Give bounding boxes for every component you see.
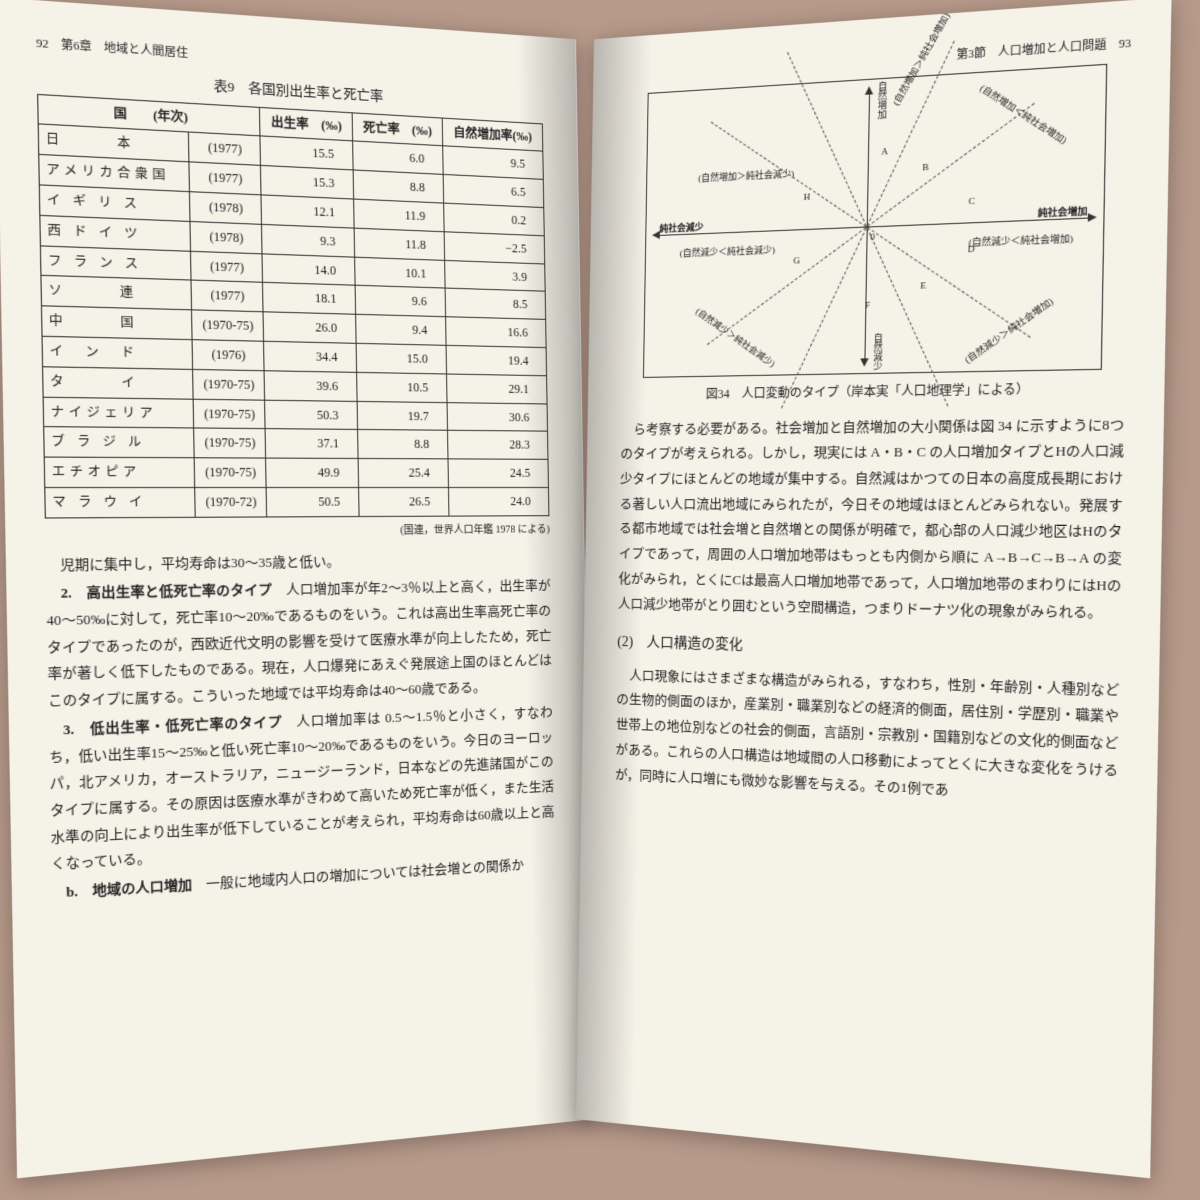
table-cell: −2.5 (444, 232, 545, 264)
population-type-diagram: 自然増加 自然減少 純社会減少 純社会増加 0 A B C D E F G H … (642, 64, 1106, 378)
figure-caption: 図34 人口変動のタイプ（岸本実「人口地理学」による） (621, 376, 1125, 407)
table-cell: 50.3 (265, 400, 358, 430)
table-cell: 10.1 (355, 257, 445, 289)
table-cell: マ ラ ウ イ (45, 487, 196, 517)
quad-label-mr: (自然減少＜純社会増加) (969, 230, 1074, 252)
quad-label-bl: (自然減少＞純社会減少) (691, 303, 778, 372)
quad-label-tr1: (自然増加＜純社会増加) (975, 80, 1071, 150)
axis-label-left: 純社会減少 (659, 219, 703, 238)
table-cell: (1970-75) (194, 428, 266, 458)
table-cell: (1978) (190, 221, 262, 253)
table-cell: 9.3 (262, 224, 355, 257)
table-cell: (1977) (191, 251, 263, 283)
quad-label-br: (自然減少＞純社会増加) (961, 293, 1058, 369)
table-cell: 30.6 (447, 402, 547, 431)
paragraph: 人口現象にはさまざまな構造がみられる，すなわち，性別・年齢別・人種別などの生物的… (615, 663, 1120, 811)
table-source-note: (国連，世界人口年鑑 1978 による) (45, 520, 550, 543)
subheading-b: b. 地域の人口増加 (66, 876, 192, 900)
table-cell: (1977) (189, 132, 261, 165)
table-row: ナイジェリア(1970-75)50.319.730.6 (43, 397, 547, 432)
type-heading-2: 2. 高出生率と低死亡率のタイプ (61, 582, 273, 601)
quad-label-ml: (自然減少＜純社会減少) (680, 242, 776, 263)
table-cell: 15.0 (356, 343, 446, 373)
axis-label-right: 純社会増加 (1038, 202, 1088, 222)
table-cell: 0.2 (444, 203, 545, 236)
table-cell: 50.5 (266, 487, 359, 516)
running-head-left: 92 第6章 地域と人間居住 (36, 33, 188, 66)
left-page: 92 第6章 地域と人間居住 表9 各国別出生率と死亡率 国 (年次) 出生率 … (0, 0, 594, 1178)
open-book: 92 第6章 地域と人間居住 表9 各国別出生率と死亡率 国 (年次) 出生率 … (30, 40, 1170, 1160)
table-cell: 10.5 (357, 372, 447, 402)
region-A: A (881, 143, 888, 161)
table-cell: 15.3 (261, 166, 354, 199)
table-cell: エチオピア (44, 457, 195, 487)
table-cell: 24.0 (448, 487, 548, 515)
table-cell: 8.5 (445, 288, 546, 319)
table-cell: 34.4 (264, 341, 357, 372)
table-row: ブ ラ ジ ル(1970-75)37.18.828.3 (44, 427, 548, 459)
table-cell: 18.1 (263, 283, 356, 315)
axis-label-bottom: 自然減少 (868, 333, 886, 371)
table-cell: 28.3 (448, 431, 548, 460)
table-cell: 14.0 (262, 253, 355, 285)
table-cell: 11.9 (354, 199, 444, 232)
region-C: C (968, 192, 975, 210)
running-head-right: 第3節 人口増加と人口問題 93 (956, 33, 1131, 67)
table-cell: 6.5 (443, 175, 544, 208)
left-body-text: 児期に集中し，平均寿命は30〜35歳と低い。 2. 高出生率と低死亡率のタイプ … (45, 547, 555, 907)
table-cell: 15.5 (260, 136, 353, 170)
table-cell: 49.9 (266, 458, 359, 487)
table-cell: (1977) (189, 162, 261, 195)
region-E: E (920, 277, 926, 295)
table-row: マ ラ ウ イ(1970-72)50.526.524.0 (45, 487, 549, 517)
region-B: B (922, 159, 929, 177)
table-cell: 12.1 (261, 195, 354, 228)
table-cell: フ ラ ン ス (40, 245, 191, 280)
table-cell: 26.5 (359, 487, 449, 516)
table-cell: 8.8 (353, 170, 443, 203)
paragraph: 2. 高出生率と低死亡率のタイプ 人口増加率が年2〜3％以上と高く，出生率が40… (46, 574, 553, 715)
table-cell: 8.8 (358, 430, 448, 459)
table-cell: ナイジェリア (43, 397, 194, 429)
table-cell: 25.4 (358, 459, 448, 488)
region-F: F (865, 297, 871, 315)
table-cell: タ イ (43, 366, 194, 398)
right-body-text: ら考察する必要がある。社会増加と自然増加の大小関係は図 34 に示すように8つの… (615, 412, 1125, 812)
table-cell: 中 国 (41, 306, 192, 340)
table-cell: (1970-75) (193, 369, 265, 400)
table-cell: ブ ラ ジ ル (44, 427, 195, 458)
table-cell: 11.8 (354, 228, 444, 260)
table-cell: 39.6 (264, 370, 357, 400)
table-cell: 16.6 (446, 317, 547, 348)
region-H: H (803, 188, 810, 206)
table-cell: 19.7 (357, 401, 447, 431)
table-cell: (1977) (191, 280, 263, 312)
origin-label: 0 (870, 228, 875, 246)
paragraph: 3. 低出生率・低死亡率のタイプ 人口増加率は 0.5〜1.5％と小さく，すなわ… (48, 700, 555, 878)
table-cell: 24.5 (448, 459, 548, 487)
right-page: 第3節 人口増加と人口問題 93 自然増加 自然減少 純社会減少 純社会増加 0… (576, 0, 1171, 1178)
table-cell: (1970-75) (195, 458, 267, 488)
table-cell: (1970-75) (194, 399, 266, 429)
table-row: エチオピア(1970-75)49.925.424.5 (44, 457, 548, 487)
table-cell: 3.9 (445, 260, 546, 292)
table-cell: 6.0 (353, 141, 443, 174)
table-cell: (1970-75) (192, 310, 264, 341)
region-G: G (793, 252, 800, 270)
table-cell: 37.1 (265, 429, 358, 459)
table-cell: (1976) (193, 340, 265, 371)
table-cell: 26.0 (263, 312, 356, 343)
paragraph: ら考察する必要がある。社会増加と自然増加の大小関係は図 34 に示すように8つの… (618, 412, 1125, 627)
table-cell: 29.1 (447, 374, 548, 404)
table-cell: 9.4 (356, 314, 446, 345)
table-cell: (1978) (190, 192, 262, 224)
table-cell: 19.4 (446, 345, 547, 375)
birth-death-table: 国 (年次) 出生率 (‰) 死亡率 (‰) 自然増加率(‰) 日 本(1977… (37, 93, 549, 518)
table-cell: イ ン ド (42, 336, 193, 369)
table-cell: (1970-72) (195, 487, 267, 517)
table-cell: ソ 連 (41, 276, 192, 310)
quad-label-tl: (自然増加＞純社会減少) (698, 166, 794, 188)
type-heading-3: 3. 低出生率・低死亡率のタイプ (63, 713, 282, 737)
table-cell: 9.6 (355, 286, 445, 317)
